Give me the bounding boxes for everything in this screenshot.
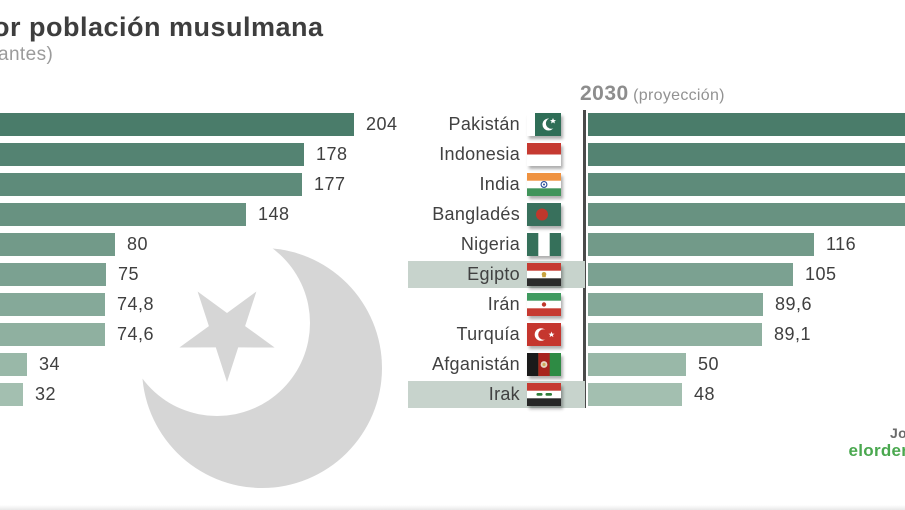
bar-2030-iraq bbox=[588, 383, 682, 406]
left-value-label: 32 bbox=[35, 384, 57, 404]
country-label-afghanistan: Afganistán bbox=[431, 354, 520, 374]
left-bar bbox=[0, 173, 302, 196]
flag-iraq-icon bbox=[527, 383, 561, 406]
left-value-label: 74,6 bbox=[117, 324, 155, 344]
bar-2030-india bbox=[588, 173, 905, 196]
flag-iran-icon bbox=[527, 293, 561, 316]
bar-2030-turkey bbox=[588, 323, 762, 346]
bottom-edge-shadow bbox=[0, 505, 905, 510]
left-value-label: 178 bbox=[316, 144, 348, 164]
flag-egypt-icon bbox=[527, 263, 561, 286]
value-label-2030-afghanistan: 50 bbox=[698, 354, 720, 374]
country-label-turkey: Turquía bbox=[456, 324, 520, 344]
country-label-iran: Irán bbox=[487, 294, 520, 314]
left-value-label: 177 bbox=[314, 174, 346, 194]
bar-2030-egypt bbox=[588, 263, 793, 286]
bar-2030-iran bbox=[588, 293, 763, 316]
flag-indonesia-icon bbox=[527, 143, 561, 166]
credit-site-link[interactable]: elorden bbox=[848, 441, 905, 460]
value-label-2030-turkey: 89,1 bbox=[774, 324, 812, 344]
year-2030-label: 2030 bbox=[580, 82, 629, 105]
left-value-label: 34 bbox=[39, 354, 61, 374]
flag-india-icon bbox=[527, 173, 561, 196]
left-bar bbox=[0, 143, 304, 166]
right-chart-header: 2030 (proyección) bbox=[580, 82, 725, 106]
left-value-label: 74,8 bbox=[117, 294, 155, 314]
country-label-egypt: Egipto bbox=[467, 264, 520, 284]
left-bar bbox=[0, 203, 246, 226]
flag-pakistan-icon bbox=[527, 113, 561, 136]
flag-nigeria-icon bbox=[527, 233, 561, 256]
value-label-2030-egypt: 105 bbox=[805, 264, 837, 284]
left-bar bbox=[0, 353, 27, 376]
right-chart-axis-line bbox=[583, 110, 586, 408]
bar-2030-nigeria bbox=[588, 233, 814, 256]
left-bar bbox=[0, 113, 354, 136]
left-value-label: 148 bbox=[258, 204, 290, 224]
left-bar bbox=[0, 233, 115, 256]
country-label-indonesia: Indonesia bbox=[439, 144, 520, 164]
country-label-iraq: Irak bbox=[488, 384, 520, 404]
bar-2030-bangladesh bbox=[588, 203, 905, 226]
value-label-2030-nigeria: 116 bbox=[826, 234, 857, 254]
country-label-bangladesh: Bangladés bbox=[432, 204, 520, 224]
left-bar bbox=[0, 293, 105, 316]
left-bar bbox=[0, 383, 23, 406]
left-value-label: 80 bbox=[127, 234, 149, 254]
flag-turkey-icon bbox=[527, 323, 561, 346]
credit-author: Jo bbox=[890, 425, 905, 441]
page-title: or población musulmana bbox=[0, 12, 324, 42]
value-label-2030-iran: 89,6 bbox=[775, 294, 813, 314]
value-label-2030-iraq: 48 bbox=[694, 384, 716, 404]
country-label-nigeria: Nigeria bbox=[460, 234, 520, 254]
left-bar bbox=[0, 263, 106, 286]
projection-note: (proyección) bbox=[633, 87, 725, 104]
country-label-india: India bbox=[479, 174, 520, 194]
page-subtitle: antes) bbox=[0, 44, 54, 65]
left-value-label: 75 bbox=[118, 264, 140, 284]
left-bar bbox=[0, 323, 105, 346]
bar-2030-afghanistan bbox=[588, 353, 686, 376]
flag-bangladesh-icon bbox=[527, 203, 561, 226]
country-label-pakistan: Pakistán bbox=[448, 114, 520, 134]
left-value-label: 204 bbox=[366, 114, 398, 134]
flag-afghanistan-icon bbox=[527, 353, 561, 376]
credit-block: Jo elorden bbox=[848, 425, 905, 461]
bar-2030-indonesia bbox=[588, 143, 905, 166]
bar-2030-pakistan bbox=[588, 113, 905, 136]
